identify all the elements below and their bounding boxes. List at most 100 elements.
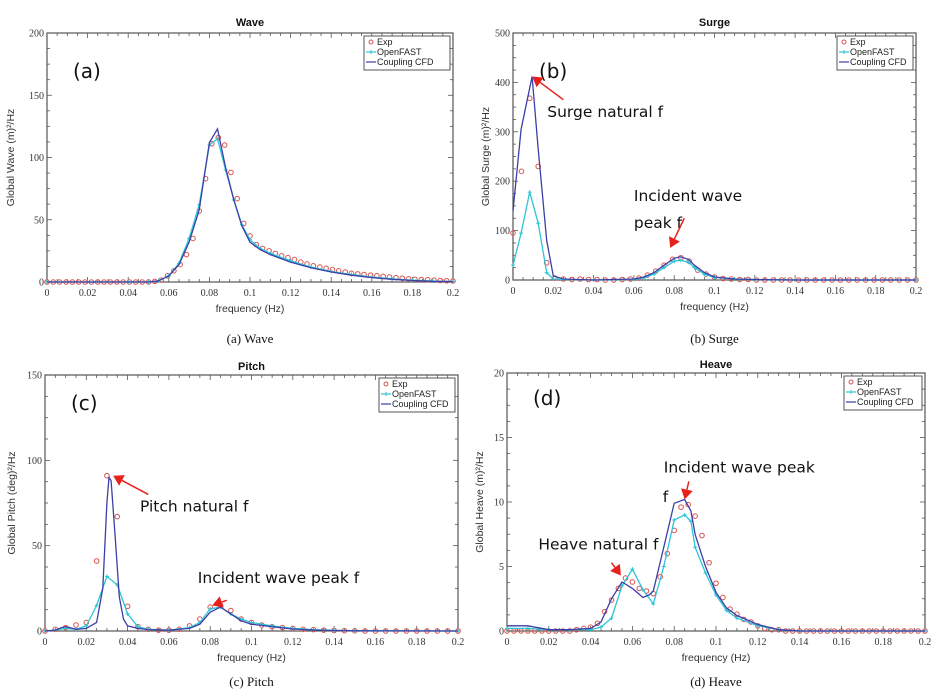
openfast-marker xyxy=(724,608,729,613)
x-tick-label: 0.18 xyxy=(404,288,422,299)
exp-data-point xyxy=(424,276,431,283)
annotation-text: Incident wave peak xyxy=(664,458,815,476)
openfast-marker xyxy=(662,265,667,270)
exp-data-point xyxy=(706,559,712,566)
x-tick-label: 0.06 xyxy=(625,286,643,297)
x-tick-label: 0 xyxy=(43,637,48,648)
annotation-text: peak f xyxy=(634,214,683,232)
x-tick-label: 0.12 xyxy=(749,637,767,648)
x-tick-label: 0.08 xyxy=(665,286,683,297)
annotation-arrowhead xyxy=(532,76,544,88)
y-tick-label: 150 xyxy=(27,371,42,382)
panel-tag: (a) xyxy=(73,59,101,83)
openfast-marker xyxy=(525,626,530,631)
legend-label: Exp xyxy=(850,37,866,47)
x-tick-label: 0 xyxy=(505,637,510,648)
x-tick-label: 0.12 xyxy=(746,286,764,297)
coupling-cfd-line xyxy=(507,498,925,632)
openfast-line xyxy=(507,514,925,632)
panel-title: Surge xyxy=(699,17,730,29)
x-tick-label: 0.04 xyxy=(119,288,137,299)
legend-label: Exp xyxy=(392,379,408,389)
openfast-marker xyxy=(682,512,687,517)
x-tick-label: 0.06 xyxy=(624,637,642,648)
exp-data-point xyxy=(692,513,698,519)
openfast-marker xyxy=(536,221,541,226)
openfast-marker xyxy=(640,587,645,592)
panel-c: 0 0.02 0.04 0.06 0.08 0.1 0.12 0.14 0.16 0.18 0.2 0… xyxy=(6,361,464,689)
openfast-marker xyxy=(215,136,220,141)
annotation-arrow-shaft xyxy=(610,562,616,568)
openfast-marker xyxy=(734,616,739,621)
x-tick-label: 0.02 xyxy=(79,288,97,299)
y-axis-label: Global Wave (m)²/Hz xyxy=(5,109,17,207)
y-tick-label: 0 xyxy=(39,278,44,289)
openfast-marker xyxy=(619,583,624,588)
y-tick-label: 20 xyxy=(494,369,504,380)
x-tick-label: 0.12 xyxy=(284,637,302,648)
x-tick-label: 0.04 xyxy=(582,637,600,648)
exp-data-point xyxy=(629,579,636,585)
exp-data-point xyxy=(418,276,425,283)
x-tick-label: 0.02 xyxy=(540,637,558,648)
exp-data-point xyxy=(234,195,241,202)
exp-data-point xyxy=(782,628,789,634)
x-tick-label: 0.18 xyxy=(874,637,892,648)
y-tick-label: 10 xyxy=(494,498,504,509)
annotation-arrow-shaft xyxy=(221,599,227,603)
legend-box xyxy=(843,375,923,411)
legend-box xyxy=(378,377,456,413)
openfast-marker xyxy=(672,518,677,523)
x-tick-label: 0.1 xyxy=(245,637,258,648)
legend-label: OpenFAST xyxy=(850,47,895,57)
annotation-arrowhead xyxy=(681,488,693,500)
exp-data-point xyxy=(699,532,705,539)
x-tick-label: 0.16 xyxy=(833,637,851,648)
y-tick-label: 0 xyxy=(37,627,42,638)
x-tick-label: 0.14 xyxy=(322,288,340,299)
legend-label: OpenFAST xyxy=(377,47,422,57)
x-tick-label: 0.2 xyxy=(910,286,923,297)
exp-data-point xyxy=(720,594,726,601)
legend-box xyxy=(363,35,451,71)
legend-label: Exp xyxy=(857,377,873,387)
annotation-arrow-shaft xyxy=(686,481,690,490)
openfast-marker xyxy=(672,259,677,264)
x-tick-label: 0.1 xyxy=(708,286,721,297)
exp-data-point xyxy=(93,558,100,564)
x-tick-label: 0.08 xyxy=(201,637,219,648)
plot-area xyxy=(44,127,456,285)
openfast-marker xyxy=(527,190,532,195)
coupling-cfd-line xyxy=(47,127,454,283)
openfast-marker xyxy=(551,277,556,282)
openfast-marker xyxy=(104,574,109,579)
annotation-text: Incident wave peak f xyxy=(198,569,360,587)
exp-data-point xyxy=(535,163,541,170)
y-axis-label: Global Heave (m)²/Hz xyxy=(474,451,486,553)
panel-d: 0 0.02 0.04 0.06 0.08 0.1 0.12 0.14 0.16 0.18 0.2 0… xyxy=(474,359,931,689)
plot-frame xyxy=(44,374,459,632)
panel-tag: (d) xyxy=(533,386,561,410)
panel-a: 0 0.02 0.04 0.06 0.08 0.1 0.12 0.14 0.16 0.18 0.2 0… xyxy=(5,17,459,346)
legend-label: Coupling CFD xyxy=(857,397,914,407)
x-axis-label: frequency (Hz) xyxy=(680,301,749,313)
x-tick-label: 0.06 xyxy=(160,288,178,299)
x-tick-label: 0.08 xyxy=(201,288,219,299)
y-tick-label: 0 xyxy=(505,276,510,287)
openfast-marker xyxy=(544,270,549,275)
x-tick-label: 0.16 xyxy=(827,286,845,297)
x-tick-label: 0.04 xyxy=(585,286,603,297)
y-tick-label: 150 xyxy=(29,91,44,102)
annotation-arrowhead xyxy=(669,236,680,248)
openfast-marker xyxy=(94,603,99,608)
exp-data-point xyxy=(405,276,412,282)
x-axis-label: frequency (Hz) xyxy=(682,652,751,664)
panel-tag: (c) xyxy=(71,391,98,415)
annotation-arrow-shaft xyxy=(121,479,149,496)
panel-b: 0 0.02 0.04 0.06 0.08 0.1 0.12 0.14 0.16 0.18 0.2 0… xyxy=(480,17,922,346)
openfast-marker xyxy=(630,567,635,572)
plot-area xyxy=(42,472,461,634)
